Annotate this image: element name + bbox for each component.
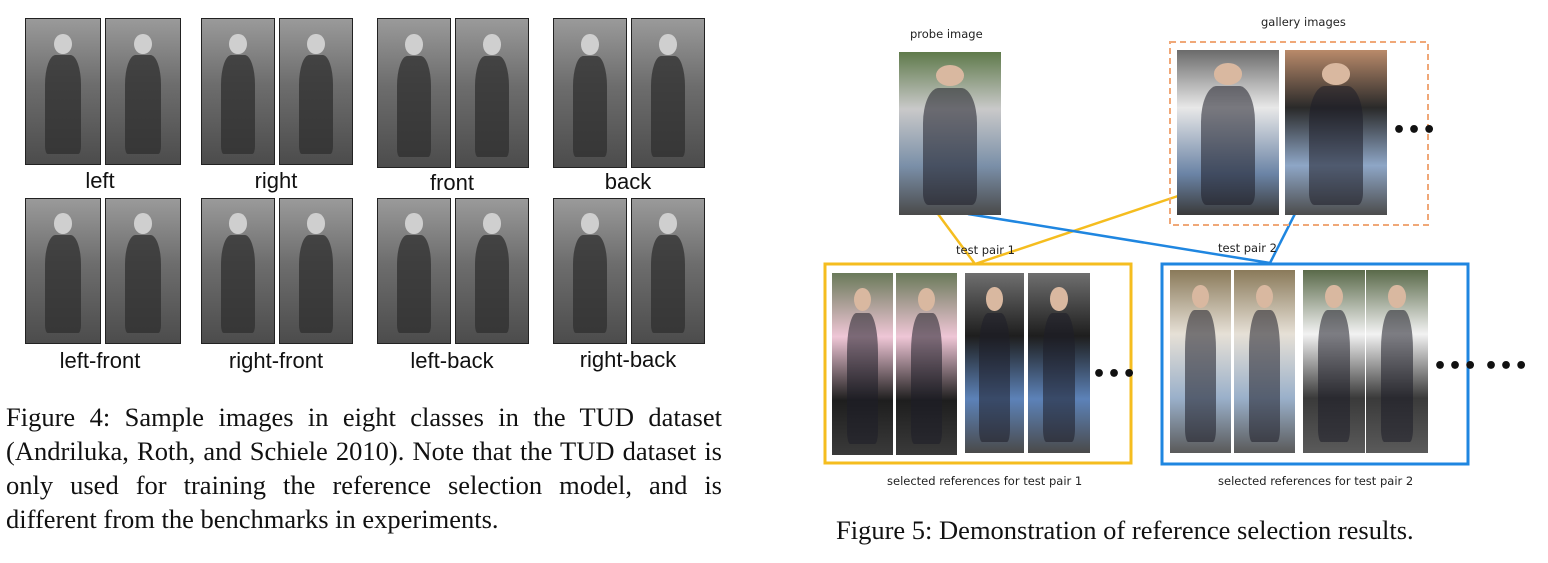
reference-image: [896, 273, 957, 455]
sample-image: [553, 18, 627, 168]
class-label-front: front: [429, 170, 475, 195]
sample-image: [455, 198, 529, 344]
sample-image: [105, 18, 181, 165]
sample-image: [631, 198, 705, 344]
sample-image: [553, 198, 627, 344]
reference-image: [1234, 270, 1295, 453]
sample-image: [25, 198, 101, 344]
sample-image: [455, 18, 529, 168]
gallery-ellipsis: •••: [1392, 118, 1438, 143]
figure-4-caption: Figure 4: Sample images in eight classes…: [6, 402, 722, 534]
sample-pair-left-back: [377, 198, 529, 344]
reference-image: [965, 273, 1024, 453]
sample-pair-right: [201, 18, 353, 165]
reference-image: [1170, 270, 1231, 453]
test-pair-1-label: test pair 1: [956, 243, 1015, 257]
class-label-left: left: [85, 168, 115, 193]
sample-image: [25, 18, 101, 165]
selected-refs-2-label: selected references for test pair 2: [1218, 474, 1414, 488]
sample-pair-right-back: [553, 198, 705, 344]
class-label-right-front: right-front: [228, 348, 324, 373]
reference-image: [832, 273, 893, 455]
refs-2-ellipsis: •••: [1433, 354, 1479, 379]
connector-probe-to-pair1: [936, 213, 977, 265]
reference-image: [1028, 273, 1090, 453]
sample-image: [279, 198, 353, 344]
trailing-ellipsis: •••: [1484, 354, 1530, 379]
class-label-right: right: [254, 168, 298, 193]
class-label-left-front: left-front: [59, 348, 141, 373]
probe-image: [899, 52, 1001, 215]
sample-image: [201, 198, 275, 344]
sample-image: [105, 198, 181, 344]
selected-refs-box-2: [1160, 262, 1470, 466]
probe-image-label: probe image: [910, 27, 983, 41]
class-label-left-back: left-back: [410, 348, 494, 373]
reference-image: [1366, 270, 1428, 453]
sample-image: [377, 198, 451, 344]
class-label-right-back: right-back: [579, 347, 677, 372]
connector-gallery-to-pair1: [974, 194, 1179, 266]
sample-image: [201, 18, 275, 165]
sample-image: [631, 18, 705, 168]
selected-refs-1-label: selected references for test pair 1: [887, 474, 1083, 488]
refs-1-ellipsis: •••: [1092, 362, 1138, 387]
reference-image: [1303, 270, 1365, 453]
sample-pair-back: [553, 18, 705, 168]
gallery-image: [1177, 50, 1279, 215]
sample-image: [279, 18, 353, 165]
sample-pair-front: [377, 18, 529, 168]
selected-refs-box-1: [823, 262, 1133, 465]
connector-probe-to-pair2: [967, 212, 1271, 265]
sample-pair-left: [25, 18, 181, 165]
class-label-back: back: [604, 169, 652, 194]
figure-4: left right front back left-front right-f…: [0, 0, 740, 563]
sample-pair-left-front: [25, 198, 181, 344]
figure-5: probe image gallery images test pair 1 t…: [800, 0, 1548, 563]
figure-5-caption: Figure 5: Demonstration of reference sel…: [836, 515, 1414, 545]
gallery-images-label: gallery images: [1261, 15, 1346, 29]
test-pair-2-label: test pair 2: [1218, 241, 1277, 255]
sample-image: [377, 18, 451, 168]
sample-pair-right-front: [201, 198, 353, 344]
figure-5-diagram: [823, 41, 1470, 466]
gallery-image: [1285, 50, 1387, 215]
gallery-box: [1169, 41, 1429, 226]
